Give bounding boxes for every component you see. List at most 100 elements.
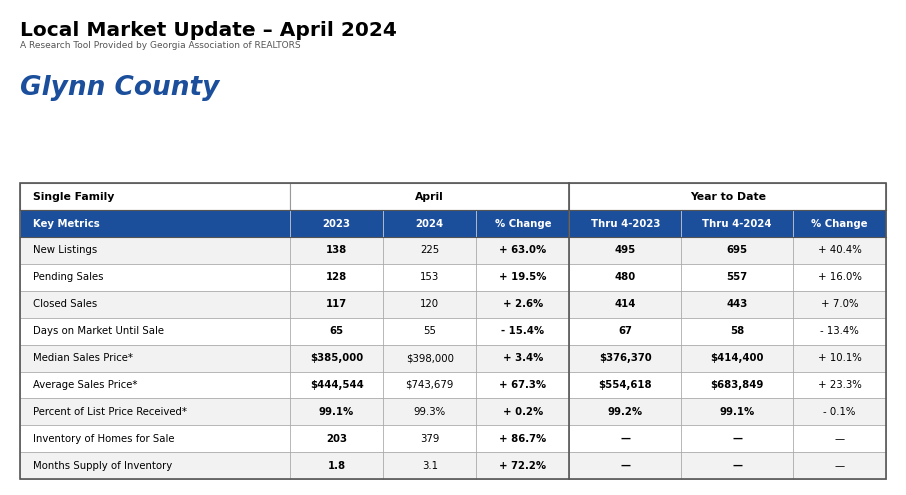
Text: 153: 153: [420, 272, 439, 282]
Text: - 13.4%: - 13.4%: [820, 326, 859, 336]
Bar: [569, 398, 681, 425]
Text: 480: 480: [614, 272, 636, 282]
Bar: [569, 210, 681, 237]
Text: Single Family: Single Family: [34, 192, 115, 201]
Text: % Change: % Change: [495, 218, 551, 229]
Bar: [477, 210, 569, 237]
Text: + 23.3%: + 23.3%: [817, 380, 862, 390]
Bar: [681, 452, 793, 479]
Text: Thru 4-2023: Thru 4-2023: [591, 218, 660, 229]
Text: 2024: 2024: [416, 218, 444, 229]
Bar: [383, 264, 477, 291]
Text: Year to Date: Year to Date: [689, 192, 766, 201]
Bar: [290, 183, 569, 210]
Bar: [383, 318, 477, 345]
Bar: [569, 183, 886, 210]
Text: $398,000: $398,000: [406, 353, 454, 363]
Bar: [20, 452, 290, 479]
Bar: [20, 264, 290, 291]
Bar: [793, 318, 886, 345]
Text: Local Market Update – April 2024: Local Market Update – April 2024: [20, 21, 397, 40]
Bar: [20, 425, 290, 452]
Bar: [793, 425, 886, 452]
Text: Closed Sales: Closed Sales: [34, 299, 98, 309]
Bar: [793, 452, 886, 479]
Bar: [290, 291, 383, 318]
Bar: [383, 452, 477, 479]
Text: Median Sales Price*: Median Sales Price*: [34, 353, 133, 363]
Bar: [290, 345, 383, 372]
Text: 414: 414: [614, 299, 636, 309]
Text: April: April: [415, 192, 444, 201]
Bar: [20, 183, 886, 479]
Bar: [477, 318, 569, 345]
Bar: [569, 372, 681, 398]
Bar: [290, 318, 383, 345]
Bar: [793, 291, 886, 318]
Bar: [20, 318, 290, 345]
Bar: [569, 264, 681, 291]
Text: + 0.2%: + 0.2%: [503, 407, 543, 417]
Text: 443: 443: [727, 299, 747, 309]
Text: 128: 128: [326, 272, 347, 282]
Bar: [681, 318, 793, 345]
Bar: [477, 425, 569, 452]
Bar: [383, 425, 477, 452]
Bar: [477, 398, 569, 425]
Bar: [290, 398, 383, 425]
Bar: [681, 237, 793, 264]
Bar: [681, 372, 793, 398]
Text: 65: 65: [330, 326, 343, 336]
Text: + 63.0%: + 63.0%: [499, 246, 546, 255]
Text: + 86.7%: + 86.7%: [499, 434, 546, 444]
Bar: [290, 210, 383, 237]
Bar: [290, 237, 383, 264]
Text: Months Supply of Inventory: Months Supply of Inventory: [34, 461, 173, 471]
Text: 1.8: 1.8: [328, 461, 346, 471]
Bar: [793, 264, 886, 291]
Bar: [20, 237, 290, 264]
Text: 55: 55: [423, 326, 436, 336]
Text: 695: 695: [727, 246, 747, 255]
Bar: [477, 345, 569, 372]
Text: + 7.0%: + 7.0%: [821, 299, 858, 309]
Bar: [569, 452, 681, 479]
Bar: [681, 398, 793, 425]
Text: 557: 557: [727, 272, 747, 282]
Text: Thru 4-2024: Thru 4-2024: [702, 218, 772, 229]
Bar: [290, 452, 383, 479]
Bar: [20, 210, 290, 237]
Bar: [290, 425, 383, 452]
Text: Key Metrics: Key Metrics: [34, 218, 101, 229]
Text: 203: 203: [326, 434, 347, 444]
Bar: [383, 237, 477, 264]
Text: Days on Market Until Sale: Days on Market Until Sale: [34, 326, 164, 336]
Bar: [20, 291, 290, 318]
Bar: [569, 425, 681, 452]
Bar: [793, 237, 886, 264]
Text: —: —: [834, 434, 844, 444]
Bar: [383, 372, 477, 398]
Bar: [793, 210, 886, 237]
Text: New Listings: New Listings: [34, 246, 98, 255]
Bar: [569, 345, 681, 372]
Text: Percent of List Price Received*: Percent of List Price Received*: [34, 407, 188, 417]
Text: $414,400: $414,400: [710, 353, 764, 363]
Text: Glynn County: Glynn County: [20, 75, 219, 101]
Bar: [569, 237, 681, 264]
Text: $444,544: $444,544: [310, 380, 363, 390]
Bar: [477, 264, 569, 291]
Text: 99.3%: 99.3%: [414, 407, 446, 417]
Text: + 72.2%: + 72.2%: [499, 461, 546, 471]
Text: $385,000: $385,000: [310, 353, 363, 363]
Text: A Research Tool Provided by Georgia Association of REALTORS: A Research Tool Provided by Georgia Asso…: [20, 41, 301, 50]
Text: + 19.5%: + 19.5%: [499, 272, 546, 282]
Bar: [290, 372, 383, 398]
Text: 225: 225: [420, 246, 439, 255]
Text: 3.1: 3.1: [421, 461, 438, 471]
Bar: [383, 210, 477, 237]
Bar: [477, 452, 569, 479]
Bar: [681, 345, 793, 372]
Text: $743,679: $743,679: [406, 380, 454, 390]
Bar: [383, 291, 477, 318]
